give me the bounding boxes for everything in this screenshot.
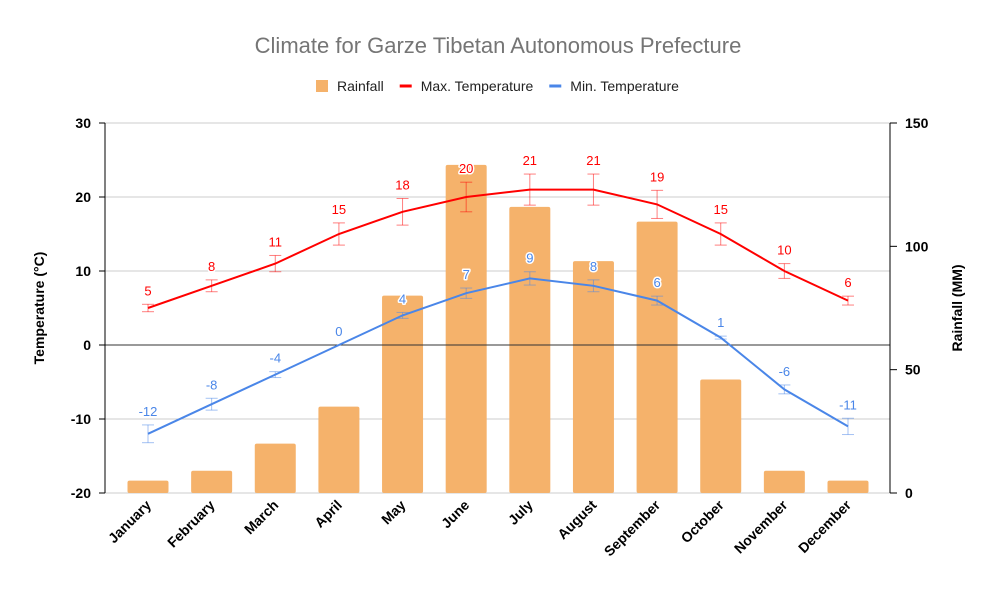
data-label: 15 [713,202,727,217]
rainfall-bar [318,406,360,493]
data-label: 20 [459,161,473,176]
legend-swatch [316,80,328,92]
rainfall-bar [191,470,233,493]
data-label: 10 [777,243,791,258]
right-tick-label: 0 [905,485,913,501]
series-line [147,188,849,309]
data-label: 8 [590,259,597,274]
data-label: 9 [526,251,533,266]
data-label: 6 [844,275,851,290]
rainfall-bar [572,261,614,493]
left-tick-label: 10 [75,263,91,279]
rainfall-bar [509,206,551,493]
legend-label: Max. Temperature [421,78,534,94]
data-label: 7 [463,267,470,282]
x-tick-label: August [554,497,600,543]
data-label: 5 [144,283,151,298]
data-label: 19 [650,169,664,184]
right-tick-label: 150 [905,115,929,131]
rainfall-bar [763,470,805,493]
x-tick-label: November [731,496,791,556]
data-label: 15 [332,202,346,217]
x-tick-label: December [795,496,855,556]
data-label: 1 [717,315,724,330]
x-tick-label: April [311,497,345,531]
data-label: 0 [335,324,342,339]
legend: Rainfall Max. Temperature Min. Temperature [316,78,679,94]
x-tick-label: January [105,497,154,546]
left-axis-title: Temperature (°C) [31,252,47,365]
left-tick-label: -20 [71,485,91,501]
x-tick-label: May [378,497,409,528]
rainfall-bar [254,443,296,493]
data-label: -11 [839,397,857,412]
right-tick-label: 50 [905,362,921,378]
rainfall-bars [127,164,869,493]
data-label: 4 [399,291,406,306]
right-tick-label: 100 [905,238,929,254]
x-tick-label: June [438,497,473,532]
data-label: 6 [653,275,660,290]
right-axis-title: Rainfall (MM) [949,264,965,351]
left-tick-label: -10 [71,411,91,427]
data-label: 11 [269,234,283,249]
series-line [147,277,849,435]
temperature-lines: 5 8 11 15 18 20 21 21 19 15 10 6 -12 -8 -4 0 4 7 9 8 6 1 -6 -11 [137,152,858,444]
x-tick-label: October [678,496,728,546]
data-label: -6 [779,364,791,379]
data-label: 21 [586,153,600,168]
x-tick-label: February [164,497,218,551]
left-tick-label: 0 [83,337,91,353]
left-tick-label: 20 [75,189,91,205]
data-label: -4 [269,351,281,366]
left-tick-label: 30 [75,115,91,131]
data-label: 21 [523,153,537,168]
rainfall-bar [382,295,424,493]
data-label: 18 [395,177,409,192]
legend-label: Min. Temperature [570,78,679,94]
rainfall-bar [827,480,869,493]
rainfall-bar [127,480,169,493]
rainfall-bar [445,164,487,493]
legend-label: Rainfall [337,78,384,94]
rainfall-bar [700,379,742,493]
data-label: 8 [208,259,215,274]
x-tick-label: March [241,497,281,537]
chart-title: Climate for Garze Tibetan Autonomous Pre… [255,33,742,58]
x-tick-label: September [601,496,664,559]
data-label: -12 [139,404,158,419]
x-tick-label: July [505,497,536,528]
rainfall-bar [636,221,678,493]
data-label: -8 [206,377,218,392]
gridlines [105,122,890,494]
